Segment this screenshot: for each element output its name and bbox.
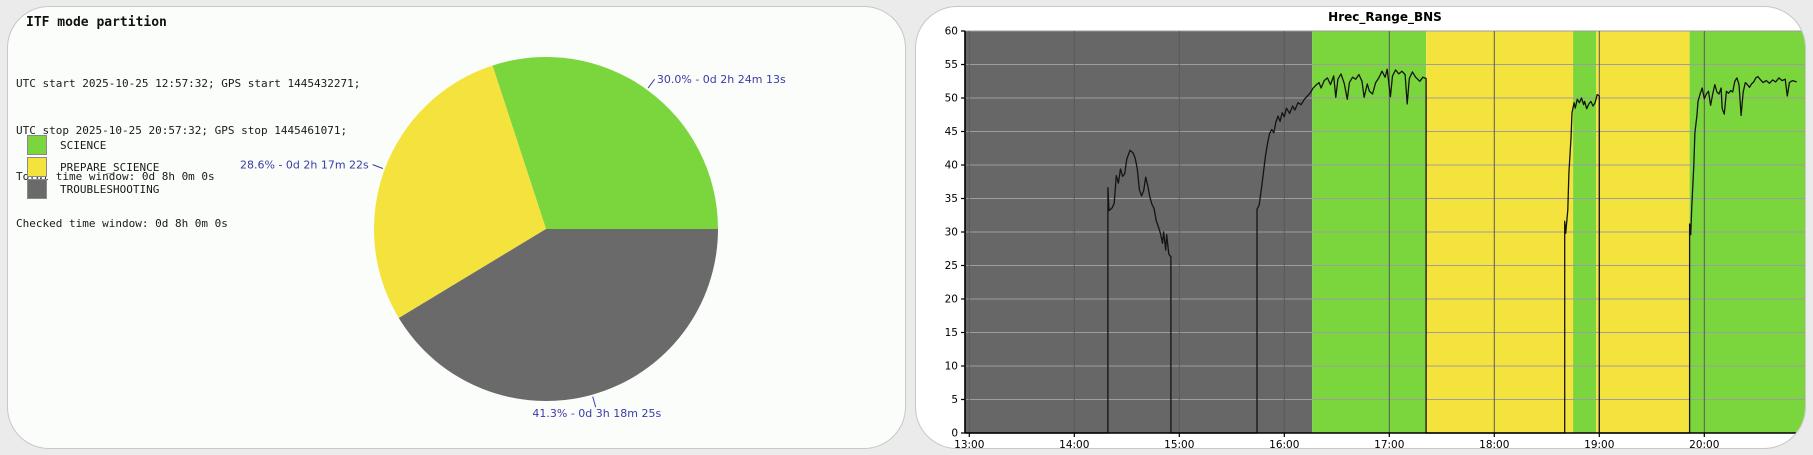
y-tick-label: 25: [945, 260, 958, 272]
legend-swatch: [27, 157, 47, 177]
pie-annotation-science: 30.0% - 0d 2h 24m 13s: [657, 73, 786, 86]
hrec-range-bns-panel: Hrec_Range_BNS 0 5 10 15 20 25 30 35 40 45 50 55 60 1…: [915, 6, 1806, 449]
x-tick-label: 13:00: [954, 439, 984, 449]
itf-panel-title: ITF mode partition: [26, 15, 167, 30]
legend-label: PREPARE_SCIENCE: [60, 160, 160, 174]
x-tick-label: 20:00: [1689, 439, 1719, 449]
legend-label: TROUBLESHOOTING: [60, 182, 160, 196]
hrec-range-trace: [965, 68, 1797, 434]
pie-slice-troubleshooting: [398, 229, 718, 402]
y-tick-label: 45: [945, 126, 958, 138]
pie-annotation-troubleshooting: 41.3% - 0d 3h 18m 25s: [532, 407, 661, 420]
pie-label-leader: [647, 78, 656, 89]
y-tick-label: 50: [945, 93, 958, 105]
legend-swatch: [27, 135, 47, 155]
y-tick-label: 35: [945, 193, 958, 205]
pie-annotation-prepare_science: 28.6% - 0d 2h 17m 22s: [240, 159, 369, 172]
x-tick-label: 16:00: [1269, 439, 1299, 449]
y-tick-label: 20: [945, 294, 958, 306]
hrec-chart-title: Hrec_Range_BNS: [1328, 10, 1442, 24]
legend-item-prepare_science: PREPARE_SCIENCE: [27, 156, 159, 178]
pie-slice-prepare_science: [373, 65, 546, 318]
y-tick-label: 55: [945, 59, 958, 71]
pie-label-leader: [372, 164, 384, 169]
legend-item-science: SCIENCE: [27, 134, 159, 156]
y-tick-label: 15: [945, 327, 958, 339]
itf-mode-pie-chart: 30.0% - 0d 2h 24m 13s 28.6% - 0d 2h 17m 2…: [240, 56, 786, 420]
hrec-range-line-chart: 0 5 10 15 20 25 30 35 40 45 50 55 60 13:00 14:00 15:00 1…: [945, 26, 1805, 449]
pie-slice-science: [492, 56, 718, 230]
legend-swatch: [27, 179, 47, 199]
info-line-utc-stop: UTC stop 2025-10-25 20:57:32; GPS stop 1…: [16, 123, 348, 137]
info-line-utc-start: UTC start 2025-10-25 12:57:32; GPS start…: [16, 77, 361, 90]
y-tick-label: 0: [951, 428, 958, 440]
legend-label: SCIENCE: [60, 138, 107, 152]
x-tick-label: 14:00: [1059, 439, 1089, 449]
y-tick-label: 30: [945, 227, 958, 239]
x-tick-label: 15:00: [1164, 439, 1194, 449]
legend-item-troubleshooting: TROUBLESHOOTING: [27, 178, 159, 200]
mode-legend: SCIENCE PREPARE_SCIENCE TROUBLESHOOTING: [27, 134, 159, 200]
y-tick-label: 10: [945, 361, 958, 373]
y-tick-label: 60: [945, 26, 958, 38]
time-window-info: UTC start 2025-10-25 12:57:32; GPS start…: [16, 45, 360, 262]
y-tick-label: 5: [951, 394, 958, 406]
itf-mode-partition-panel: ITF mode partition UTC start 2025-10-25 …: [7, 6, 906, 449]
y-tick-label: 40: [945, 160, 958, 172]
x-tick-label: 18:00: [1479, 439, 1509, 449]
pie-label-leader: [592, 396, 597, 408]
x-tick-label: 17:00: [1374, 439, 1404, 449]
x-tick-label: 19:00: [1584, 439, 1614, 449]
info-line-checked-window: Checked time window: 0d 8h 0m 0s: [16, 216, 228, 230]
